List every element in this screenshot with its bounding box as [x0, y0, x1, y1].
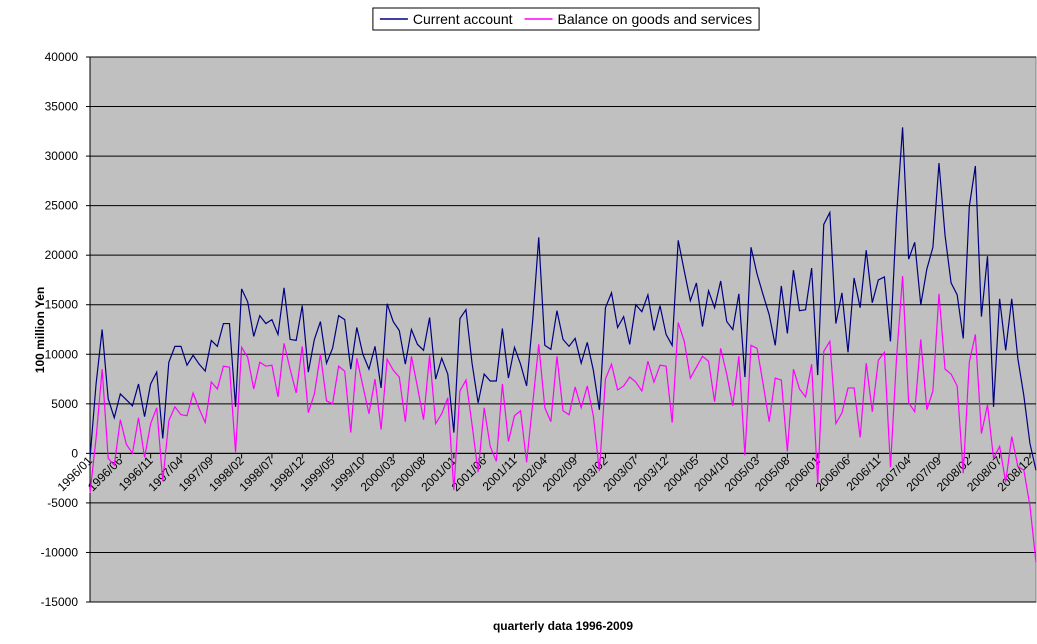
y-axis-label: 100 million Yen	[33, 287, 47, 373]
y-tick-label: 35000	[45, 100, 79, 114]
y-tick-label: 20000	[45, 248, 79, 262]
y-tick-label: -15000	[41, 595, 79, 609]
y-tick-label: 25000	[45, 199, 79, 213]
y-tick-label: -5000	[47, 496, 78, 510]
y-tick-label: 40000	[45, 50, 79, 64]
series-line	[89, 127, 1037, 471]
legend-box	[372, 7, 760, 31]
y-tick-label: -10000	[41, 545, 79, 559]
y-tick-label: 30000	[45, 149, 79, 163]
y-tick-label: 0	[71, 446, 78, 460]
plot-area	[89, 56, 1037, 603]
legend-label: Current account	[413, 11, 513, 27]
y-tick-label: 10000	[45, 347, 79, 361]
y-tick-label: 15000	[45, 298, 79, 312]
legend-label: Balance on goods and services	[558, 11, 753, 27]
x-axis-label: quarterly data 1996-2009	[493, 619, 633, 633]
series-line	[89, 275, 1037, 563]
legend: Current account Balance on goods and serv…	[372, 7, 760, 31]
y-tick-label: 5000	[51, 397, 78, 411]
